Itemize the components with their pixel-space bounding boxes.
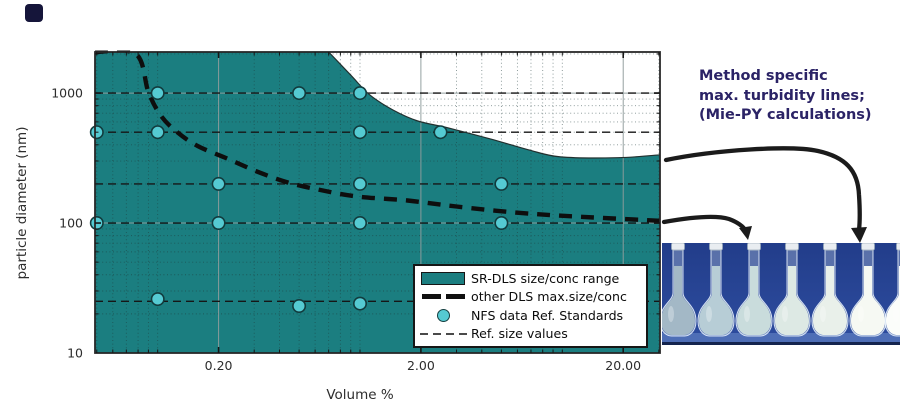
thick-dash-swatch [445, 294, 465, 300]
flask-cap [861, 243, 875, 251]
annotation-line: (Mie-PY calculations) [699, 107, 872, 123]
volumetric-flask [735, 243, 773, 337]
nfs-point [211, 176, 226, 191]
legend-item-other-dls: other DLS max.size/conc [415, 288, 646, 306]
filled-area-swatch [421, 271, 465, 285]
other-dls-curve [95, 50, 660, 223]
flask-cap [823, 243, 837, 251]
legend-label: SR-DLS size/conc range [471, 270, 620, 286]
nfs-point [352, 296, 367, 311]
legend-label: Ref. size values [471, 326, 568, 342]
volumetric-flask [662, 243, 697, 337]
nfs-point [292, 298, 307, 313]
x-tick-label: 2.00 [407, 358, 435, 373]
flask-photo [662, 243, 900, 345]
volumetric-flask [697, 243, 735, 337]
thin-dash-swatch [445, 332, 454, 335]
flask-liquid [662, 266, 695, 335]
flask-liquid [886, 266, 900, 335]
thin-dash-swatch [419, 332, 428, 335]
x-tick-label: 0.20 [205, 358, 233, 373]
arrow-head-icon [739, 226, 752, 240]
arrow-head-icon [851, 227, 867, 243]
nfs-points [89, 86, 509, 313]
flask-cap [671, 243, 685, 251]
bench [662, 333, 900, 342]
flask-liquid [813, 266, 847, 335]
axis-ticks [95, 52, 660, 353]
above-srdls-white-region [328, 52, 660, 158]
volumetric-flask [811, 243, 849, 337]
thin-dash-swatch [458, 332, 467, 335]
flask-cap [896, 243, 900, 251]
flask-liquid [699, 266, 733, 335]
circle-marker-swatch [436, 308, 450, 322]
y-tick-label: 1000 [51, 86, 83, 101]
nfs-point [150, 292, 165, 307]
y-tick-label: 10 [67, 346, 83, 361]
flask-liquid [851, 266, 885, 335]
annotation-method-turbidity: Method specific max. turbidity lines; (M… [699, 67, 889, 126]
flask-liquid [775, 266, 809, 335]
arrow-to-right-flask [663, 146, 862, 233]
nfs-point [352, 86, 367, 101]
nfs-point [494, 216, 509, 231]
volumetric-flask [884, 243, 900, 337]
thin-dash-swatch [432, 332, 441, 335]
plot-frame [94, 51, 661, 354]
nfs-point [433, 125, 448, 140]
flask-liquid [737, 266, 771, 335]
legend-label: NFS data Ref. Standards [471, 307, 624, 323]
nfs-point [150, 125, 165, 140]
nfs-point [292, 86, 307, 101]
annotation-arrows [661, 146, 867, 243]
nfs-point [352, 176, 367, 191]
volumetric-flask [773, 243, 811, 337]
legend-item-nfs-points: NFS data Ref. Standards [415, 306, 646, 324]
legend: SR-DLS size/conc range other DLS max.siz… [413, 264, 648, 348]
legend-label: other DLS max.size/conc [471, 289, 627, 305]
annotation-line: Method specific [699, 68, 828, 84]
nfs-point [150, 86, 165, 101]
legend-item-ref-sizes: Ref. size values [415, 325, 646, 343]
flask-cap [785, 243, 799, 251]
legend-item-srdls-range: SR-DLS size/conc range [415, 269, 646, 287]
thick-dash-swatch [421, 294, 441, 300]
tick-labels: 0.20 2.00 20.00 10 100 1000 [51, 86, 641, 373]
x-axis-label: Volume % [326, 387, 394, 403]
volumetric-flask [849, 243, 887, 337]
y-tick-label: 100 [59, 216, 83, 231]
y-axis-label: particle diameter (nm) [14, 126, 30, 280]
annotation-line: max. turbidity lines; [699, 87, 865, 104]
nfs-point [211, 216, 226, 231]
nfs-point [352, 216, 367, 231]
corner-mark [25, 4, 43, 22]
x-tick-label: 20.00 [605, 358, 641, 373]
flask-cap [709, 243, 723, 251]
nfs-point [494, 176, 509, 191]
nfs-point [352, 125, 367, 140]
arrow-to-middle-flask [661, 214, 749, 234]
flask-cap [747, 243, 761, 251]
